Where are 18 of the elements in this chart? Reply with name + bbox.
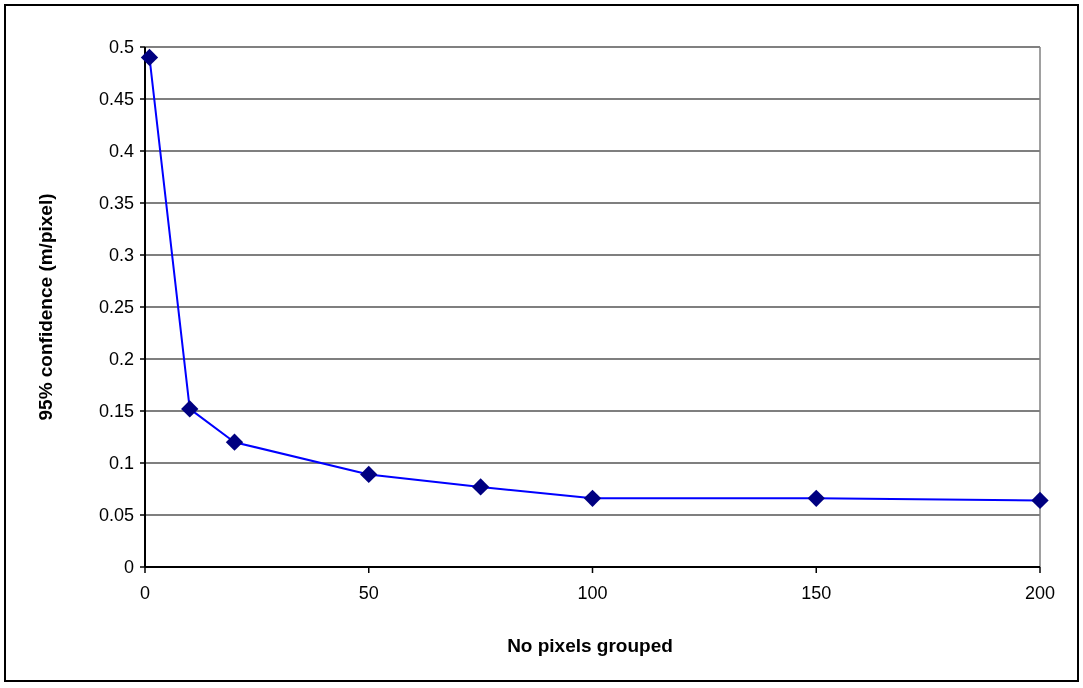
x-tick-label: 0 <box>139 583 151 603</box>
x-tick-label: 200 <box>1024 583 1056 603</box>
x-tick-label: 50 <box>358 583 379 603</box>
y-tick-label: 0.4 <box>108 141 134 162</box>
x-axis-title: No pixels grouped <box>507 635 673 656</box>
y-tick-label: 0.2 <box>108 349 134 370</box>
y-tick-label: 0.05 <box>98 505 134 526</box>
y-tick-label: 0.1 <box>108 453 134 474</box>
x-tick-label: 150 <box>801 583 832 603</box>
y-tick-label: 0.25 <box>98 297 134 318</box>
y-axis-title: 95% confidence (m/pixel) <box>35 193 56 421</box>
y-tick-label: 0.15 <box>98 401 134 422</box>
x-tick-label: 100 <box>577 583 608 603</box>
y-tick-label: 0.5 <box>108 37 134 58</box>
y-tick-label: 0.35 <box>98 193 134 214</box>
y-tick-label: 0.45 <box>98 89 134 110</box>
y-tick-label: 0.3 <box>108 245 134 266</box>
y-tick-label: 0 <box>123 557 134 578</box>
